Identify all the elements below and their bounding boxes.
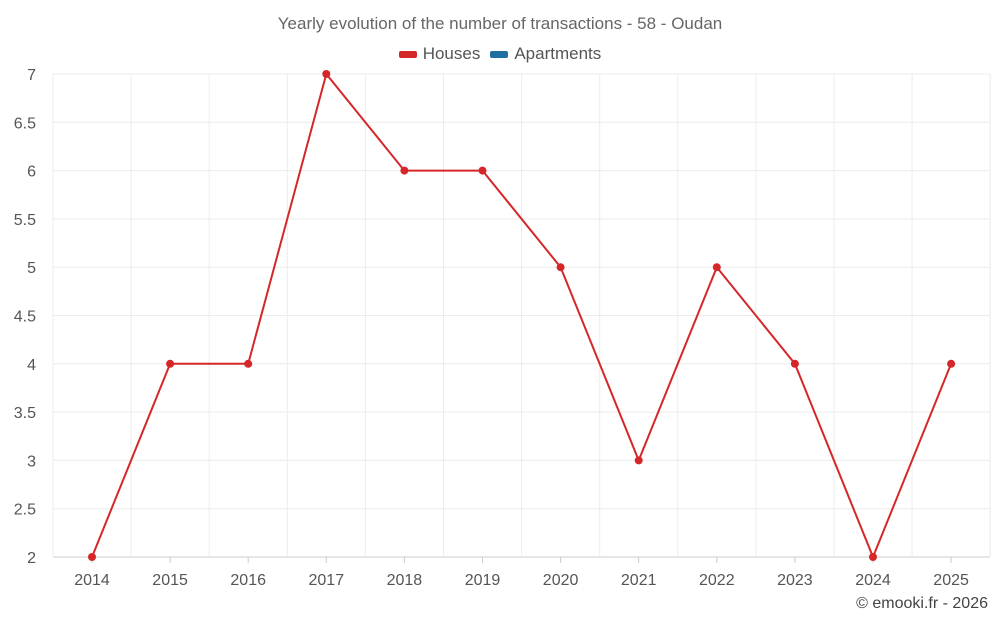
x-tick-label: 2016 (230, 572, 266, 589)
data-point (322, 70, 331, 78)
y-tick-label: 5.5 (14, 212, 36, 229)
series-line-houses (91, 73, 953, 558)
y-tick-label: 3.5 (14, 405, 36, 422)
y-tick-label: 5 (27, 260, 36, 277)
data-point (244, 359, 253, 368)
y-tick-label: 2 (27, 550, 36, 567)
data-point (400, 166, 409, 175)
data-point (790, 359, 799, 368)
credit-text: © emooki.fr - 2026 (856, 595, 988, 612)
x-tick-label: 2015 (152, 572, 188, 589)
data-point (947, 359, 956, 368)
x-tick-label: 2024 (855, 572, 891, 589)
x-tick-label: 2014 (74, 572, 110, 589)
data-point (556, 263, 565, 272)
data-point (88, 553, 96, 561)
legend-label-houses: Houses (422, 44, 481, 63)
legend-item-apartments[interactable]: Apartments (490, 44, 601, 64)
x-tick-label: 2017 (309, 572, 345, 589)
x-tick-label: 2021 (621, 572, 657, 589)
y-tick-label: 2.5 (14, 502, 36, 519)
data-point (712, 263, 721, 272)
legend-swatch-houses (398, 50, 417, 58)
y-tick-label: 4 (27, 357, 36, 374)
chart-title: Yearly evolution of the number of transa… (277, 14, 723, 33)
legend: Houses Apartments (0, 44, 1000, 64)
data-point (478, 166, 487, 175)
x-tick-label: 2020 (543, 572, 579, 589)
x-tick-label: 2018 (387, 572, 423, 589)
data-point (869, 553, 877, 561)
legend-label-apartments: Apartments (514, 44, 602, 63)
x-tick-label: 2019 (465, 572, 501, 589)
legend-swatch-apartments (490, 50, 509, 58)
y-tick-label: 6.5 (14, 115, 36, 132)
y-tick-label: 4.5 (14, 309, 36, 326)
data-point (166, 359, 175, 368)
x-tick-label: 2025 (933, 572, 969, 589)
y-tick-label: 3 (27, 453, 36, 470)
y-tick-label: 6 (27, 164, 36, 181)
x-tick-label: 2022 (699, 572, 735, 589)
x-tick-label: 2023 (777, 572, 813, 589)
data-point (634, 456, 643, 465)
y-tick-label: 7 (27, 67, 36, 84)
legend-item-houses[interactable]: Houses (398, 44, 481, 64)
